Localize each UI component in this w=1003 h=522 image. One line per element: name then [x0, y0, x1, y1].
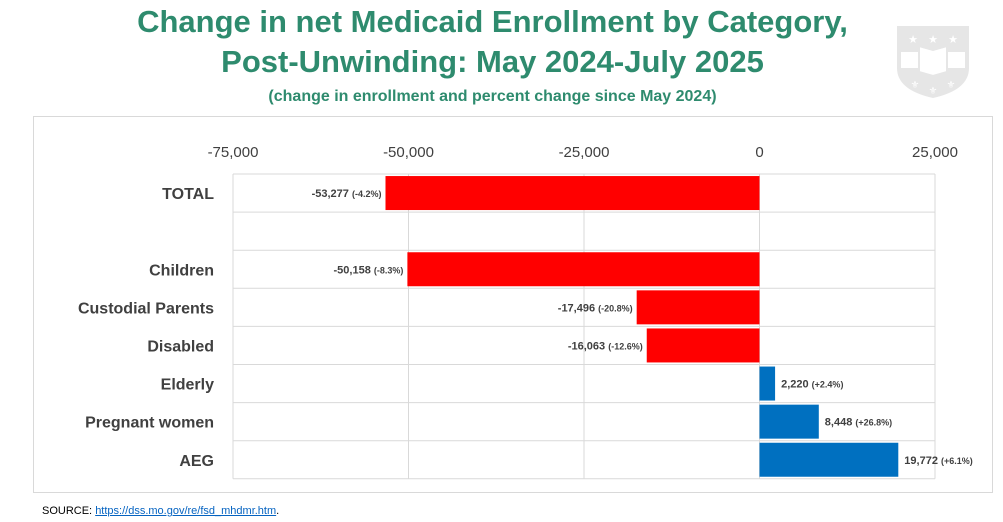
chart-subtitle: (change in enrollment and percent change… — [268, 88, 717, 105]
x-tick-label: -50,000 — [383, 144, 434, 161]
data-percent: (-8.3%) — [374, 265, 404, 275]
data-value: 19,772 — [904, 455, 941, 467]
source-note: SOURCE: https://dss.mo.gov/re/fsd_mhdmr.… — [42, 505, 279, 517]
svg-text:⚜: ⚜ — [947, 80, 956, 91]
university-shield-logo: ★ ★ ★ ⚜ ⚜ ⚜ — [897, 26, 969, 98]
data-value: -50,158 — [334, 264, 374, 276]
x-tick-label: -75,000 — [208, 144, 259, 161]
data-value: 8,448 — [825, 417, 856, 429]
data-label: 8,448 (+26.8%) — [825, 417, 892, 429]
bar — [759, 404, 819, 439]
data-percent: (+2.4%) — [812, 380, 844, 390]
data-value: 2,220 — [781, 379, 812, 391]
category-label: AEG — [179, 453, 214, 470]
bar — [759, 366, 776, 401]
category-label: Pregnant women — [85, 415, 214, 432]
data-label: -17,496 (-20.8%) — [558, 302, 633, 314]
data-label: 2,220 (+2.4%) — [781, 379, 843, 391]
category-label: Children — [149, 262, 214, 279]
svg-text:★: ★ — [908, 34, 918, 46]
data-label: -50,158 (-8.3%) — [334, 264, 404, 276]
data-label: 19,772 (+6.1%) — [904, 455, 972, 467]
category-label: Disabled — [147, 338, 214, 355]
svg-text:⚜: ⚜ — [911, 80, 920, 91]
source-link[interactable]: https://dss.mo.gov/re/fsd_mhdmr.htm — [95, 505, 277, 517]
chart-title-line1: Change in net Medicaid Enrollment by Cat… — [137, 4, 848, 39]
svg-text:★: ★ — [928, 34, 938, 46]
chart-frame — [33, 116, 993, 493]
data-value: -17,496 — [558, 302, 598, 314]
svg-text:★: ★ — [948, 34, 958, 46]
bar — [759, 442, 899, 477]
data-value: -53,277 — [312, 188, 352, 200]
category-label: Elderly — [161, 377, 214, 394]
data-label: -16,063 (-12.6%) — [568, 340, 643, 352]
category-label: Custodial Parents — [78, 300, 214, 317]
data-percent: (+6.1%) — [941, 456, 973, 466]
bar — [407, 252, 760, 287]
source-label: SOURCE: — [42, 505, 96, 517]
category-label: TOTAL — [162, 186, 214, 203]
bar — [636, 290, 760, 325]
data-value: -16,063 — [568, 340, 608, 352]
chart-title-line2: Post-Unwinding: May 2024-July 2025 — [221, 44, 764, 79]
data-percent: (-4.2%) — [352, 189, 382, 199]
data-label: -53,277 (-4.2%) — [312, 188, 382, 200]
svg-text:⚜: ⚜ — [929, 86, 938, 97]
data-percent: (-12.6%) — [608, 341, 643, 351]
source-end: . — [276, 505, 280, 517]
bar — [646, 328, 760, 363]
x-tick-label: 0 — [755, 144, 763, 161]
data-percent: (+26.8%) — [855, 418, 892, 428]
x-tick-label: -25,000 — [559, 144, 610, 161]
x-tick-label: 25,000 — [912, 144, 958, 161]
data-percent: (-20.8%) — [598, 303, 633, 313]
bar — [385, 176, 760, 211]
